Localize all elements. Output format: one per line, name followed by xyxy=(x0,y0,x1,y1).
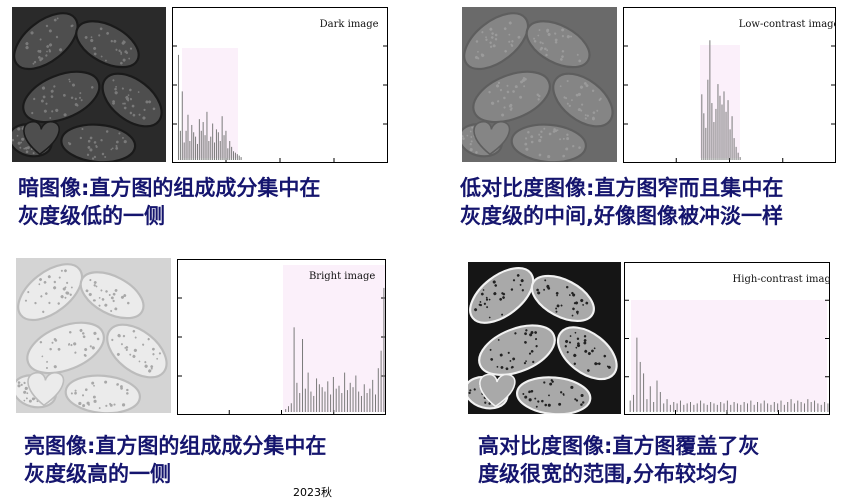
low-contrast-histogram: Low-contrast image xyxy=(623,7,836,163)
heart-seed-shape xyxy=(473,120,511,156)
heart-seed-shape xyxy=(23,120,60,156)
bean-shape xyxy=(64,374,141,413)
high-contrast-histogram: High-contrast image xyxy=(624,262,830,415)
footer-term: 2023秋 xyxy=(293,486,332,499)
high-contrast-caption: 高对比度图像:直方图覆盖了灰 度级很宽的范围,分布较均匀 xyxy=(478,432,759,488)
bean-shape xyxy=(106,323,168,379)
caption-line: 高对比度图像:直方图覆盖了灰 xyxy=(478,434,760,458)
bean-shape xyxy=(17,263,84,322)
caption-line: 亮图像:直方图的组成成分集中在 xyxy=(24,434,327,458)
histogram-label: Low-contrast image xyxy=(739,19,836,30)
bright-caption: 亮图像:直方图的组成成分集中在 灰度级高的一侧 xyxy=(24,432,326,488)
dark-histogram: Dark image xyxy=(172,7,388,163)
bean-shape xyxy=(469,267,535,324)
bean-shape xyxy=(13,12,79,71)
histogram-range-band xyxy=(631,300,827,411)
caption-line: 低对比度图像:直方图窄而且集中在 xyxy=(460,176,784,200)
low-contrast-sample-photo xyxy=(462,7,617,162)
bean-shape xyxy=(478,324,556,376)
bean-shape xyxy=(552,72,614,128)
low-contrast-caption: 低对比度图像:直方图窄而且集中在 灰度级的中间,好像图像被冲淡一样 xyxy=(460,174,783,230)
histogram-range-band xyxy=(283,265,385,412)
dark-caption: 暗图像:直方图的组成成分集中在 灰度级低的一侧 xyxy=(18,174,320,230)
bean-shape xyxy=(60,123,137,162)
bean-shape xyxy=(22,70,101,124)
dark-sample-photo xyxy=(12,7,166,162)
caption-line: 灰度级的中间,好像图像被冲淡一样 xyxy=(460,204,783,228)
caption-line: 暗图像:直方图的组成成分集中在 xyxy=(18,176,321,200)
histogram-label: Dark image xyxy=(320,19,379,30)
bean-shape xyxy=(515,376,592,414)
histogram-label: Bright image xyxy=(309,271,375,282)
bean-shape xyxy=(472,70,551,124)
bean-shape xyxy=(75,20,140,69)
bright-sample-photo xyxy=(16,258,171,413)
caption-line: 灰度级高的一侧 xyxy=(24,462,171,486)
high-contrast-sample-photo xyxy=(468,262,621,414)
bean-shape xyxy=(101,72,163,128)
bean-shape xyxy=(525,20,591,69)
bean-shape xyxy=(510,123,587,162)
bright-histogram: Bright image xyxy=(177,259,386,415)
heart-seed-shape xyxy=(27,371,65,407)
caption-line: 度级很宽的范围,分布较均匀 xyxy=(478,462,738,486)
bean-shape xyxy=(530,274,595,323)
bean-shape xyxy=(26,321,105,375)
heart-seed-shape xyxy=(479,373,516,408)
caption-line: 灰度级低的一侧 xyxy=(18,204,165,228)
bean-shape xyxy=(79,271,145,320)
histogram-label: High-contrast image xyxy=(733,274,830,285)
bean-shape xyxy=(463,12,530,71)
bean-shape xyxy=(557,326,618,381)
